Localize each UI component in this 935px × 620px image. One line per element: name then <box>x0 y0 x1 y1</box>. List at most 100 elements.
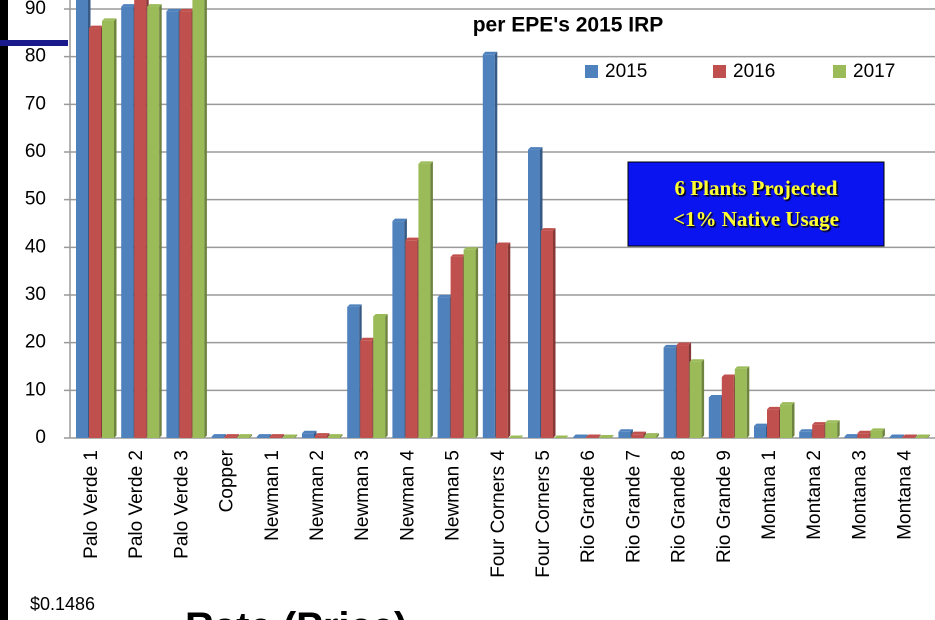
bar <box>237 434 253 438</box>
bar <box>708 394 724 438</box>
bar-face <box>644 435 657 438</box>
bar-face <box>347 306 360 438</box>
bar-top <box>721 374 737 377</box>
bar-face <box>102 20 114 439</box>
bar-side <box>901 434 905 438</box>
y-tick-label: 80 <box>25 46 46 67</box>
x-tick-label: Montana 1 <box>759 450 780 540</box>
x-tick-label: Palo Verde 3 <box>171 450 192 559</box>
bar-face <box>495 244 508 438</box>
bar-face <box>450 256 463 438</box>
bar <box>528 147 543 438</box>
bar-top <box>754 423 769 427</box>
bar-side <box>746 366 750 438</box>
bar-face <box>889 437 902 438</box>
bar-face <box>256 436 269 438</box>
bar-top <box>631 431 646 435</box>
bar-face <box>315 435 327 438</box>
x-tick-label: Newman 2 <box>307 450 328 541</box>
bar <box>482 51 498 439</box>
bar <box>870 428 885 438</box>
y-tick-label: 70 <box>25 93 46 114</box>
bar-top <box>147 4 162 7</box>
bar-top <box>844 434 859 437</box>
bar <box>541 228 556 438</box>
legend-label: 2015 <box>605 61 647 82</box>
bar-face <box>528 149 540 438</box>
bar-face <box>373 316 386 438</box>
x-tick-label: Palo Verde 2 <box>126 450 147 559</box>
bar-face <box>825 422 838 438</box>
bar-top <box>857 430 872 434</box>
y-tick-label: 20 <box>25 332 46 353</box>
bar-side <box>553 228 556 438</box>
y-tick-label: 10 <box>25 379 46 400</box>
bar <box>192 0 207 438</box>
bar-face <box>663 347 676 438</box>
bar <box>463 247 479 438</box>
bar-face <box>224 436 237 438</box>
bar-face <box>734 368 747 438</box>
y-tick-label: 90 <box>25 0 46 19</box>
bar-side <box>882 428 885 438</box>
bar-top <box>689 359 705 362</box>
bar <box>360 337 375 438</box>
bar-top <box>256 434 272 437</box>
bar-face <box>392 221 405 438</box>
bar-side <box>611 435 614 438</box>
bar-face <box>328 436 340 438</box>
legend-swatch <box>585 65 598 78</box>
bar-side <box>914 434 918 438</box>
bar <box>328 434 343 438</box>
bar-top <box>269 434 285 437</box>
bar <box>89 25 104 439</box>
bar <box>663 344 679 438</box>
bar <box>179 8 194 439</box>
bar-top <box>347 304 362 307</box>
bar <box>889 434 905 438</box>
bar <box>211 434 227 438</box>
x-tick-label: Newman 5 <box>443 450 464 541</box>
bar <box>256 434 272 438</box>
bar-face <box>631 434 644 438</box>
bar-face <box>437 297 450 438</box>
bar-side <box>340 434 343 438</box>
bar <box>586 434 601 438</box>
x-tick-label: Montana 3 <box>849 450 870 540</box>
bar-top <box>799 429 814 432</box>
bar-top <box>102 18 117 21</box>
bar-side <box>475 247 479 438</box>
bar <box>315 433 330 438</box>
bar-top <box>463 247 479 250</box>
bar-top <box>482 51 498 55</box>
bar-top <box>237 434 253 437</box>
annotation-box <box>627 161 885 247</box>
bar-face <box>721 376 734 438</box>
bar-top <box>315 433 330 436</box>
bar-side <box>792 402 795 438</box>
bar <box>857 430 872 438</box>
bar-top <box>360 337 375 341</box>
bar-top <box>224 434 240 437</box>
x-tick-label: Rio Grande 7 <box>623 450 644 563</box>
bar-top <box>889 434 905 438</box>
bar <box>676 342 692 438</box>
bar-side <box>385 313 388 438</box>
bar-top <box>780 402 795 405</box>
bar-side <box>223 434 227 438</box>
bar <box>392 218 407 438</box>
bar-top <box>825 420 840 423</box>
bar <box>269 434 285 438</box>
bar-face <box>89 28 101 439</box>
bar <box>780 402 795 438</box>
bar-side <box>294 434 298 438</box>
bar <box>599 435 614 438</box>
bar-face <box>915 437 928 438</box>
x-tick-label: Copper <box>217 449 238 512</box>
bar-top <box>495 242 511 245</box>
bar-face <box>134 0 147 438</box>
bar <box>405 237 420 438</box>
y-tick-label: 50 <box>25 189 46 210</box>
bar <box>631 431 646 438</box>
